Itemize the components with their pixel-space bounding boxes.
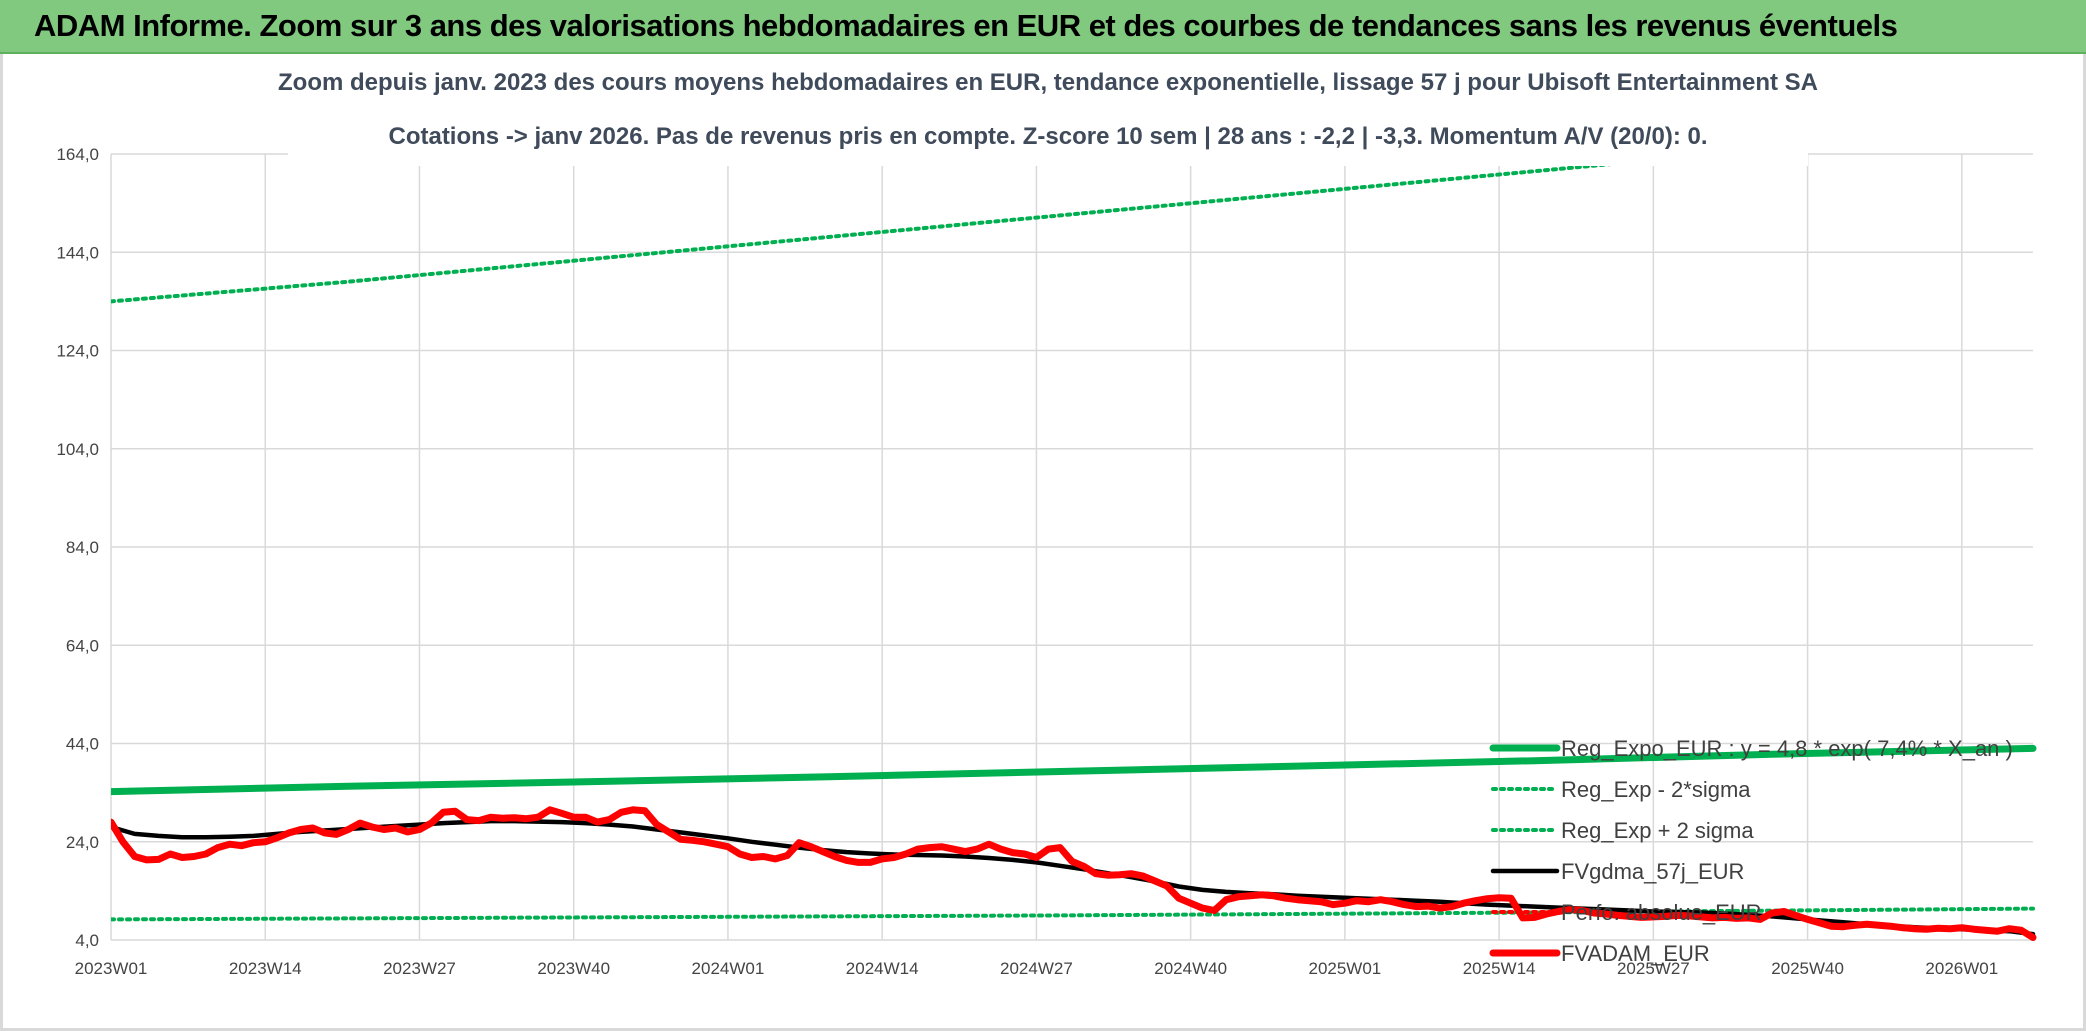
- series-layer: [111, 166, 2037, 941]
- x-tick-label: 2023W27: [383, 959, 456, 978]
- y-tick-label: 104,0: [56, 440, 99, 459]
- legend-entry: FVgdma_57j_EUR: [1561, 859, 1744, 884]
- x-tick-label: 2024W40: [1154, 959, 1227, 978]
- x-tick-label: 2026W01: [1925, 959, 1998, 978]
- chart-subtitle: Cotations -> janv 2026. Pas de revenus p…: [388, 123, 1707, 150]
- x-tick-label: 2024W01: [692, 959, 765, 978]
- series-line-2: [111, 166, 1613, 304]
- y-tick-label: 64,0: [66, 636, 99, 655]
- x-tick-label: 2023W14: [229, 959, 302, 978]
- y-tick-label: 144,0: [56, 243, 99, 262]
- legend-entry: Reg_Exp + 2 sigma: [1561, 818, 1754, 843]
- y-tick-label: 84,0: [66, 538, 99, 557]
- chart-title: Zoom depuis janv. 2023 des cours moyens …: [278, 69, 1818, 96]
- legend-entry: FVADAM_EUR: [1561, 941, 1710, 966]
- chart-frame: Zoom depuis janv. 2023 des cours moyens …: [0, 54, 2086, 1031]
- y-tick-label: 4,0: [75, 931, 99, 950]
- x-tick-label: 2023W40: [537, 959, 610, 978]
- x-tick-label: 2025W01: [1308, 959, 1381, 978]
- series-line-0: [111, 744, 2037, 796]
- y-tick-label: 164,0: [56, 145, 99, 164]
- x-tick-label: 2025W14: [1463, 959, 1536, 978]
- x-tick-label: 2024W14: [846, 959, 919, 978]
- legend-entry: Perfo. absolue_EUR: [1561, 900, 1762, 925]
- series-line-1: [111, 906, 2035, 922]
- legend-entry: Reg_Expo_EUR : y = 4,8 * exp( 7,4% * X_a…: [1561, 736, 2013, 761]
- page-title: ADAM Informe. Zoom sur 3 ans des valoris…: [34, 8, 1898, 43]
- x-tick-label: 2023W01: [75, 959, 148, 978]
- y-tick-label: 124,0: [56, 342, 99, 361]
- grid-layer: [110, 153, 2033, 941]
- y-tick-label: 44,0: [66, 735, 99, 754]
- title-layer: Zoom depuis janv. 2023 des cours moyens …: [278, 56, 1818, 166]
- x-tick-label: 2025W40: [1771, 959, 1844, 978]
- header-bar: ADAM Informe. Zoom sur 3 ans des valoris…: [0, 0, 2086, 54]
- x-tick-label: 2024W27: [1000, 959, 1073, 978]
- chart-canvas: Zoom depuis janv. 2023 des cours moyens …: [56, 56, 2037, 978]
- title-background: [288, 56, 1808, 166]
- series-line-5: [111, 806, 2037, 941]
- legend: Reg_Expo_EUR : y = 4,8 * exp( 7,4% * X_a…: [1489, 736, 2013, 966]
- y-tick-label: 24,0: [66, 833, 99, 852]
- axis-layer: 4,0 24,0 44,0 64,0 84,0 104,0 124,0 144,0 164,0 2…: [56, 145, 1998, 978]
- legend-entry: Reg_Exp - 2*sigma: [1561, 777, 1751, 802]
- x-tick-label: 2025W27: [1617, 959, 1690, 978]
